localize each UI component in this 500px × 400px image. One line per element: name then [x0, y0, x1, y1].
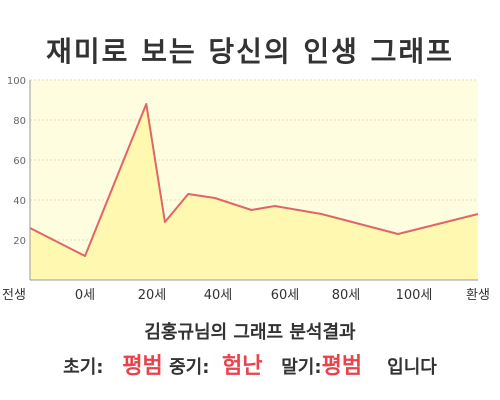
verdict-ending: 입니다: [387, 357, 437, 378]
analysis-summary: 김홍규님의 그래프 분석결과: [144, 322, 356, 343]
x-tick-label: 환생: [466, 288, 490, 300]
y-tick-label-100: 100: [7, 76, 26, 87]
x-tick-label: 전생: [2, 288, 26, 300]
chart-title: 재미로 보는 당신의 인생 그래프: [46, 35, 454, 68]
y-tick-label-20: 20: [13, 236, 26, 247]
series-line: [29, 103, 479, 257]
x-tick-label: 0세: [75, 288, 95, 300]
x-tick-label: 80세: [332, 288, 361, 300]
y-tick-label-40: 40: [13, 196, 26, 207]
x-tick-label: 60세: [271, 288, 300, 300]
mid-value: 험난: [221, 354, 263, 379]
x-tick-label: 20세: [138, 288, 167, 300]
y-tick-label-60: 60: [13, 156, 26, 167]
late-value: 평범: [321, 354, 363, 379]
x-tick-label: 40세: [204, 288, 233, 300]
mid-label: 중기:: [169, 357, 210, 378]
late-label: 말기:: [281, 357, 322, 378]
y-tick-label-80: 80: [13, 116, 26, 127]
early-label: 초기:: [63, 357, 104, 378]
early-value: 평범: [122, 354, 163, 379]
x-tick-label: 100세: [396, 288, 433, 300]
analysis-verdict: 초기: 평범 중기: 험난 말기:평범 입니다: [0, 348, 500, 380]
life-graph-chart: 20 40 60 80 100 전생 0세 20세 40세 60세 80세 100세 환생: [2, 76, 490, 300]
series-area: [30, 104, 478, 280]
